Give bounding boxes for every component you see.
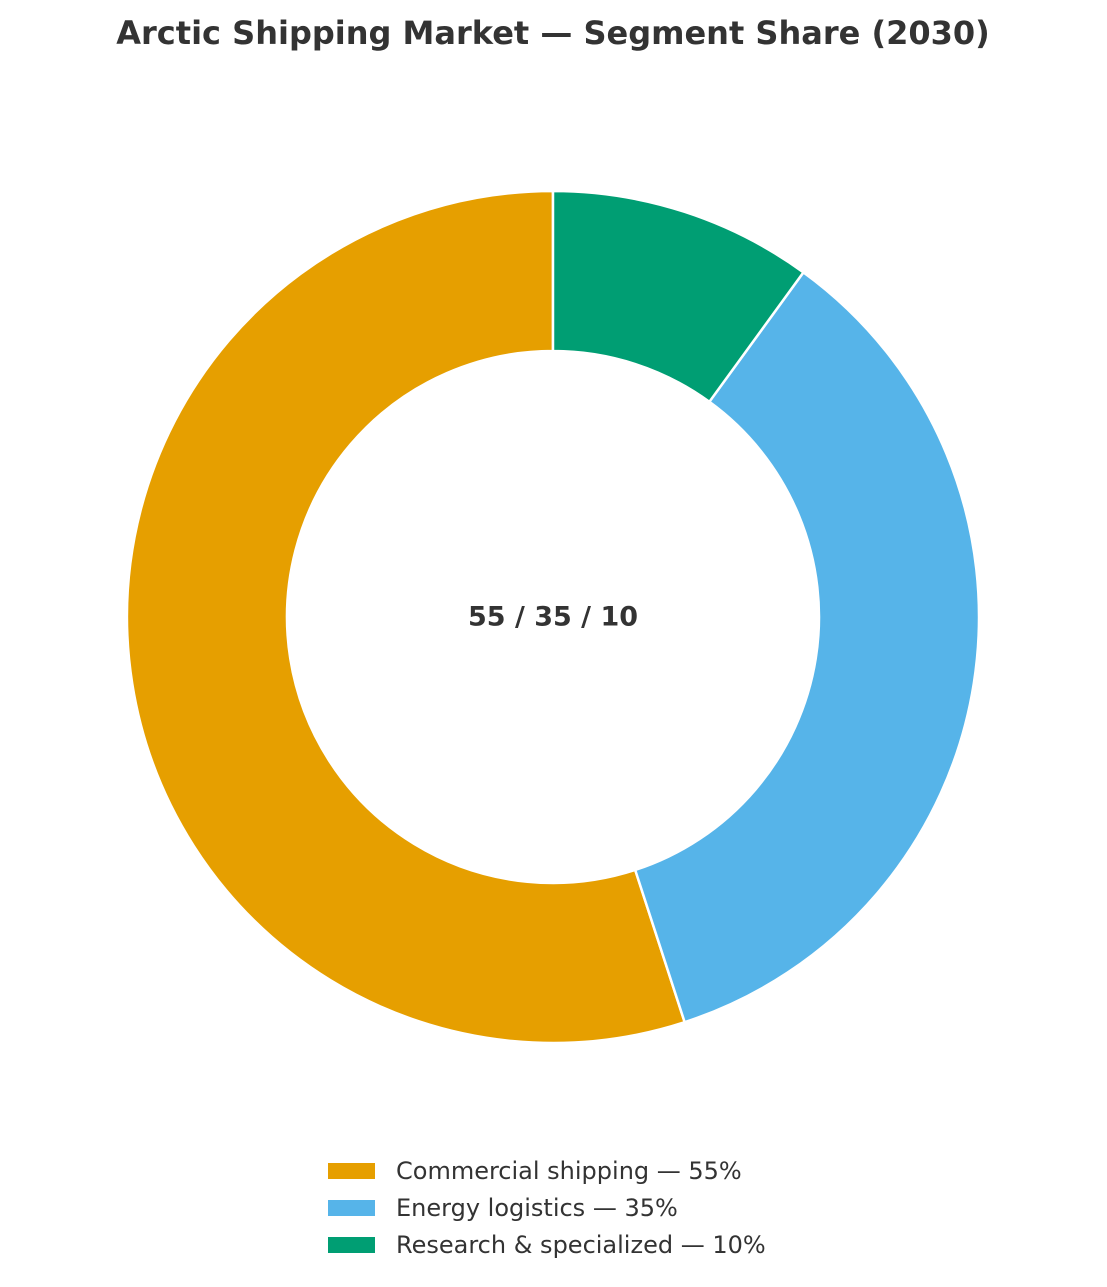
legend-label: Commercial shipping — 55% [396, 1157, 742, 1185]
center-label: 55 / 35 / 10 [468, 602, 638, 633]
donut [125, 189, 981, 1045]
legend-swatch [328, 1163, 375, 1179]
legend-label: Research & specialized — 10% [396, 1231, 766, 1259]
legend-swatch [328, 1237, 375, 1253]
donut-slice [125, 189, 687, 1045]
legend: Commercial shipping — 55% Energy logistic… [328, 1157, 766, 1259]
legend-label: Energy logistics — 35% [396, 1194, 678, 1222]
donut-slice [633, 270, 981, 1024]
chart-title: Arctic Shipping Market — Segment Share (… [116, 14, 990, 52]
legend-swatch [328, 1200, 375, 1216]
donut-slice [551, 189, 806, 404]
